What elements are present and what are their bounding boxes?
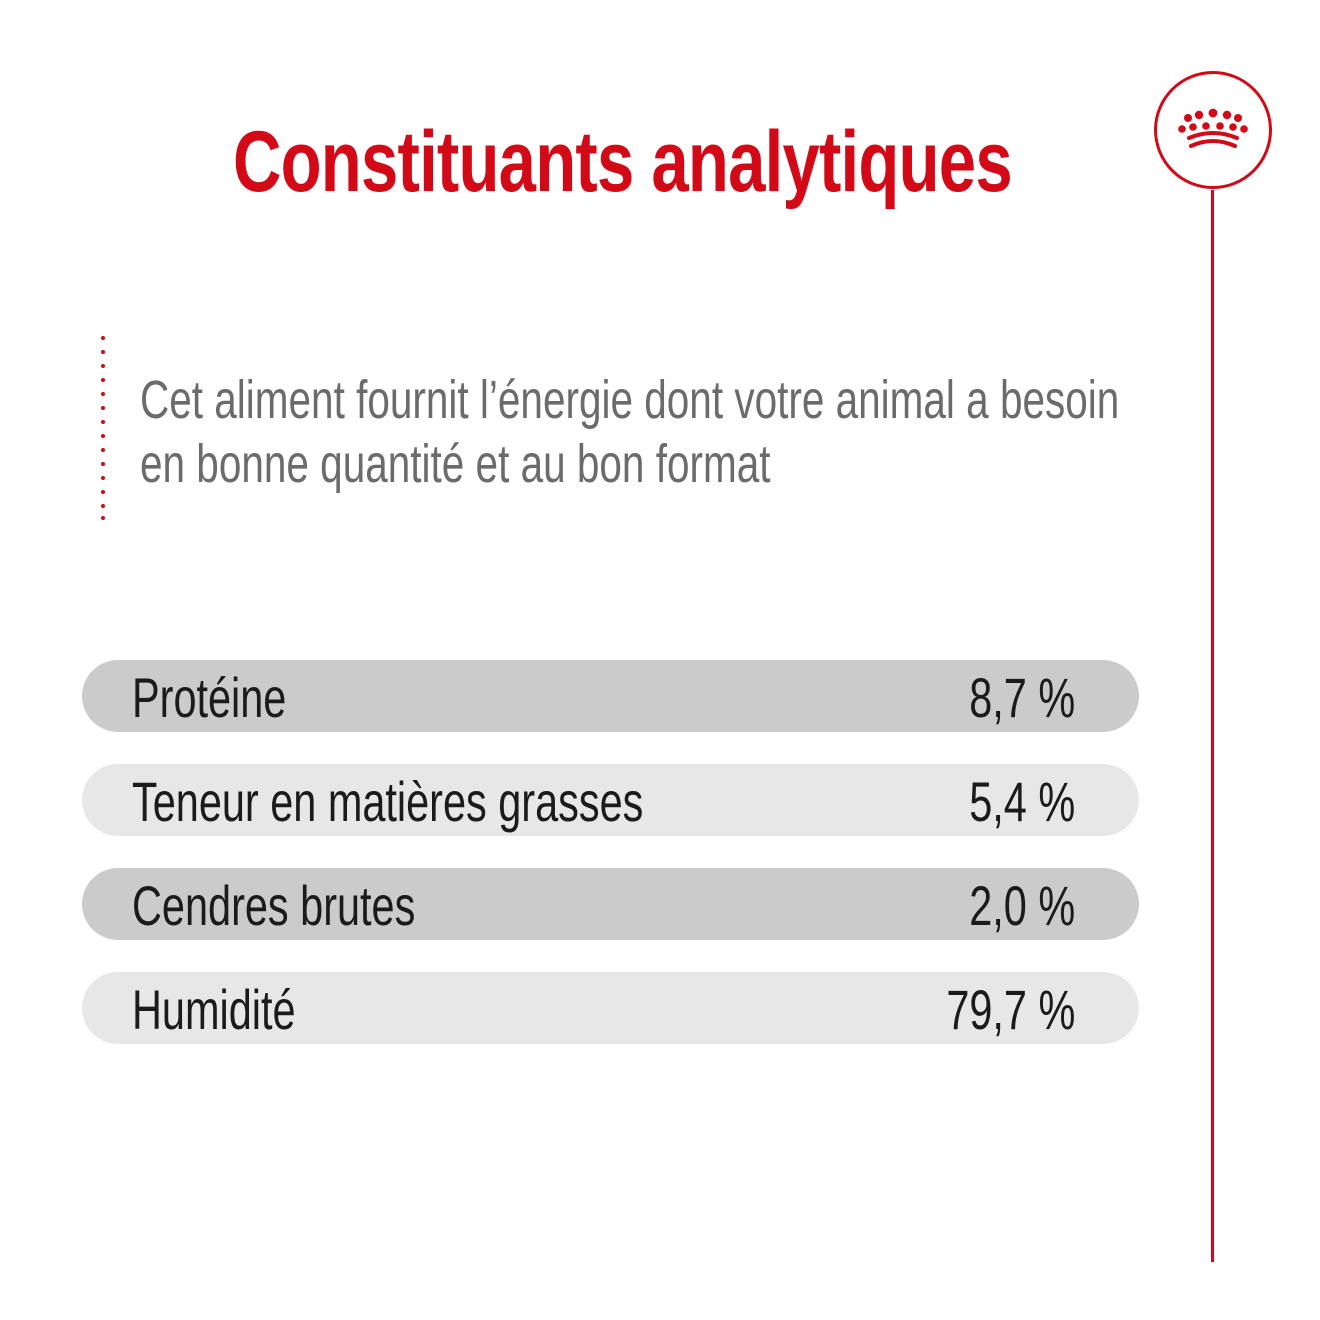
intro-line: en bonne quantité et au bon format xyxy=(140,434,771,494)
row-value: 8,7 % xyxy=(969,666,1075,729)
analysis-table: Protéine 8,7 % Teneur en matières grasse… xyxy=(82,660,1139,1076)
intro-line: Cet aliment fournit l’énergie dont votre… xyxy=(140,370,1120,430)
page-title: Constituants analytiques xyxy=(232,114,1013,210)
crown-icon xyxy=(1154,71,1272,189)
row-label: Teneur en matières grasses xyxy=(132,770,644,833)
row-value: 79,7 % xyxy=(945,978,1075,1041)
analysis-row-protein: Protéine 8,7 % xyxy=(82,660,1139,732)
row-label: Cendres brutes xyxy=(132,874,416,937)
row-label: Protéine xyxy=(132,666,287,729)
analysis-row-moisture: Humidité 79,7 % xyxy=(82,972,1139,1044)
dotted-divider xyxy=(101,336,105,520)
row-value: 5,4 % xyxy=(969,770,1075,833)
brand-vertical-line xyxy=(1211,190,1214,1262)
analysis-row-fat: Teneur en matières grasses 5,4 % xyxy=(82,764,1139,836)
analysis-row-ash: Cendres brutes 2,0 % xyxy=(82,868,1139,940)
row-label: Humidité xyxy=(132,978,296,1041)
intro-text: Cet aliment fournit l’énergie dont votre… xyxy=(140,368,1120,496)
row-value: 2,0 % xyxy=(969,874,1075,937)
